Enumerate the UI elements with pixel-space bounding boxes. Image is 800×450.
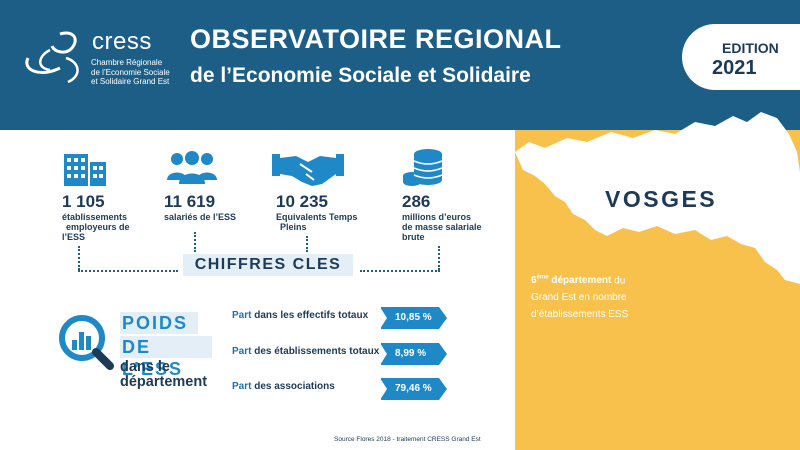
rank-rest-2: Grand Est en nombre [531,292,627,304]
connector-line [438,246,440,270]
magnifier-chart-icon [59,315,114,370]
stat-label-line: Equivalents Temps [276,212,358,222]
part-row: Part des établissements totaux [232,346,379,357]
poids-title-sub: dans le département [120,360,230,390]
part-description: des associations [251,381,335,392]
stat-label-employees: salariés de l’ESS [164,212,236,222]
stat-value-employees: 11 619 [164,192,216,211]
department-name: VOSGES [605,186,718,212]
vosges-map-shape [515,112,800,284]
cress-logo-name: cress [92,28,152,55]
stat-value-establishments: 1 105 [62,192,105,211]
people-icon [167,151,217,184]
buildings-icon [64,154,106,186]
stat-label-line: employeurs de [66,222,130,232]
part-row: Part dans les effectifs totaux [232,310,368,321]
rank-word: département [548,275,612,287]
header-banner [0,0,800,130]
department-rank-text: 6ème département du Grand Est en nombre … [531,270,711,323]
stat-label-line: l’ESS [62,232,86,242]
stat-label-fte: Equivalents Temps Pleins [276,212,357,232]
part-value-badge: 8,99 % [380,343,447,365]
stat-value-fte: 10 235 [276,192,328,211]
rank-suffix: ème [536,275,549,281]
stat-label-line: de masse salariale [402,222,482,232]
cress-subtitle-line: et Solidaire Grand Est [91,77,170,86]
part-word: Part [232,381,252,392]
source-note: Source Flores 2018 - traitement CRESS Gr… [334,436,481,443]
part-word: Part [232,310,252,321]
cress-logo-icon [25,31,79,84]
rank-number: 6 [531,275,537,287]
coins-icon [403,149,443,186]
edition-label: EDITION [722,40,779,56]
edition-badge [682,24,800,90]
part-word: Part [232,346,252,357]
stat-label-line: établissements [62,212,128,222]
rank-rest-1: du [611,275,626,287]
poids-title-line2: DE L’ESS [120,336,212,379]
cress-logo-subtitle: Chambre Régionale de l’Economie Sociale … [91,58,211,87]
stat-label-payroll: millions d’euros de masse salariale brut… [402,212,482,242]
stat-label-line: Pleins [280,222,307,232]
poids-title-line1: POIDS [120,312,198,334]
part-value-badge: 79,46 % [380,378,447,400]
cress-subtitle-line: Chambre Régionale [91,58,163,67]
poids-line4: département [120,374,208,390]
part-value-badge: 10,85 % [380,307,447,329]
connector-line [194,232,196,252]
poids-line3: dans le [120,359,170,375]
connector-line [78,246,80,270]
stat-label-line: salariés de l’ESS [164,212,237,222]
connector-line [360,270,440,272]
handshake-icon [272,154,344,186]
stat-label-line: brute [402,232,425,242]
part-description: des établissements totaux [251,346,380,357]
stat-label-establishments: établissements employeurs de l’ESS [62,212,130,242]
page-subtitle: de l’Economie Sociale et Solidaire [190,64,531,87]
stat-label-line: millions d’euros [402,212,472,222]
cress-subtitle-line: de l’Economie Sociale [91,67,170,77]
chiffres-cles-heading: CHIFFRES CLES [183,254,353,276]
edition-year: 2021 [712,57,757,79]
connector-line [306,236,308,252]
stat-value-payroll: 286 [402,192,431,211]
connector-line [78,270,178,272]
page-title: OBSERVATOIRE REGIONAL [190,24,562,54]
part-row: Part des associations [232,381,335,392]
rank-rest-3: d’établissements ESS [531,309,629,321]
part-description: dans les effectifs totaux [251,310,369,321]
